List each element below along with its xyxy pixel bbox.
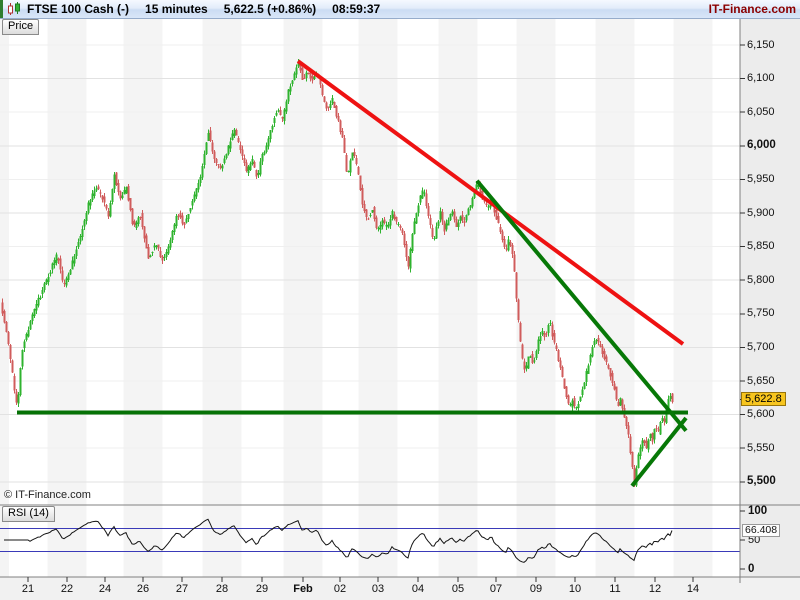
time-axis-label: 24 bbox=[98, 583, 112, 595]
time-axis-label: 02 bbox=[333, 583, 347, 595]
rsi-value-tag: 66.408 bbox=[742, 524, 781, 537]
time-axis-label: 10 bbox=[568, 583, 582, 595]
time-axis-label: 28 bbox=[215, 583, 229, 595]
last-quote: 5,622.5 (+0.86%) bbox=[223, 2, 317, 16]
price-axis-label: 5,900 bbox=[747, 206, 775, 219]
price-axis-label: 5,700 bbox=[747, 340, 775, 353]
price-axis-label: 5,850 bbox=[747, 240, 775, 253]
price-axis-label: 5,950 bbox=[747, 172, 775, 185]
brand-logo-text: IT-Finance.com bbox=[708, 2, 796, 16]
price-axis-label: 100 bbox=[748, 504, 768, 517]
time-axis-label: 04 bbox=[411, 583, 425, 595]
price-axis-label: 6,150 bbox=[747, 38, 775, 51]
time-axis-label: 09 bbox=[529, 583, 543, 595]
time-axis-label: 14 bbox=[686, 583, 700, 595]
time-axis-label: Feb bbox=[293, 583, 313, 595]
time-axis-label: 07 bbox=[489, 583, 503, 595]
tab-rsi[interactable]: RSI (14) bbox=[2, 506, 55, 522]
title-bar: FTSE 100 Cash (-) 15 minutes 5,622.5 (+0… bbox=[0, 0, 800, 19]
time-axis-label: 29 bbox=[255, 583, 269, 595]
clock: 08:59:37 bbox=[332, 2, 381, 16]
instrument-name: FTSE 100 Cash (-) bbox=[27, 2, 130, 16]
price-axis-label: 5,500 bbox=[747, 475, 776, 488]
time-axis-label: 11 bbox=[609, 583, 621, 595]
price-axis-label: 0 bbox=[748, 562, 755, 575]
time-axis-label: 05 bbox=[451, 583, 465, 595]
tab-price[interactable]: Price bbox=[2, 19, 40, 35]
price-axis-label: 6,050 bbox=[747, 105, 775, 118]
timeframe-label: 15 minutes bbox=[145, 2, 208, 16]
price-axis-label: 5,650 bbox=[747, 374, 775, 387]
price-axis-label: 5,600 bbox=[747, 408, 775, 421]
time-axis-label: 03 bbox=[371, 583, 385, 595]
time-axis-label: 12 bbox=[648, 583, 662, 595]
time-axis-label: 21 bbox=[21, 583, 35, 595]
price-axis-label: 6,000 bbox=[747, 139, 776, 152]
price-axis-label: 5,800 bbox=[747, 273, 775, 286]
window-edge bbox=[0, 0, 3, 18]
candlestick-icon bbox=[8, 2, 20, 15]
copyright-watermark: © IT-Finance.com bbox=[4, 489, 91, 501]
price-axis-label: 6,100 bbox=[747, 72, 775, 85]
last-price-tag: 5,622.8 bbox=[741, 392, 786, 406]
price-axis-label: 5,550 bbox=[747, 441, 775, 454]
time-axis-label: 26 bbox=[136, 583, 150, 595]
time-axis-label: 27 bbox=[175, 583, 189, 595]
time-axis-label: 22 bbox=[60, 583, 74, 595]
price-axis-label: 5,750 bbox=[747, 307, 775, 320]
